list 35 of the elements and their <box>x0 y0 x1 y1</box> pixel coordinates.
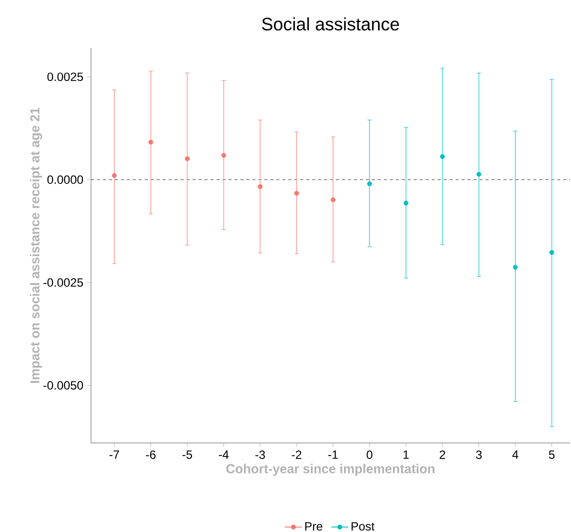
point <box>440 154 445 160</box>
y-axis-title: Impact on social assistance receipt at age 21 <box>30 108 42 383</box>
y-tick-label: 0.0025 <box>47 72 83 82</box>
point <box>148 140 154 145</box>
point <box>476 172 482 177</box>
point <box>404 200 408 206</box>
x-tick-label: -7 <box>110 450 120 459</box>
legend-label: Pre <box>305 522 322 531</box>
y-tick-label: -0.0025 <box>43 278 83 287</box>
legend-label: Post <box>352 522 374 531</box>
chart-title: Social assistance <box>262 17 399 30</box>
point <box>112 173 117 178</box>
x-tick-label: 5 <box>548 450 555 459</box>
x-tick-label: 0 <box>366 450 372 459</box>
x-tick-label: -3 <box>255 450 265 459</box>
x-tick-label: 2 <box>440 450 446 459</box>
x-tick-label: 1 <box>404 450 409 459</box>
point <box>512 264 518 270</box>
point <box>184 156 190 162</box>
x-tick-label: -6 <box>146 450 156 459</box>
x-tick-label: -4 <box>218 450 229 459</box>
y-tick-label: -0.0050 <box>43 381 84 390</box>
point <box>549 250 554 255</box>
x-tick-label: 4 <box>512 450 518 459</box>
x-tick-label: -5 <box>182 450 192 459</box>
point <box>294 190 300 196</box>
x-tick-label: -2 <box>292 450 302 459</box>
point <box>221 152 226 158</box>
y-tick-label: 0.0000 <box>47 175 84 184</box>
point <box>258 184 263 190</box>
x-axis-title: Cohort-year since implementation <box>226 464 434 476</box>
x-tick-label: 3 <box>476 450 482 459</box>
point <box>367 181 372 186</box>
point <box>330 197 336 202</box>
x-tick-label: -1 <box>328 450 338 459</box>
